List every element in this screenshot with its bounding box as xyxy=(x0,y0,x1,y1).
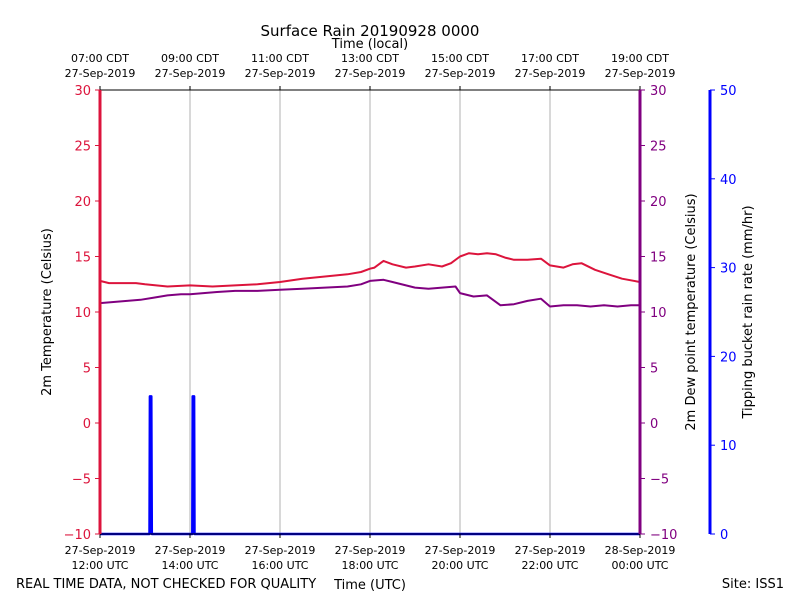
y-tick-label-temperature: 10 xyxy=(74,306,91,321)
footer-site-label: Site: ISS1 xyxy=(722,577,784,592)
x-tick-label-time: 00:00 UTC xyxy=(611,559,668,572)
top-axis-label: Time (local) xyxy=(331,37,408,52)
y-tick-label-dewpoint: 10 xyxy=(650,306,667,321)
x-tick-label-date: 27-Sep-2019 xyxy=(425,544,496,557)
y-tick-label-temperature: 20 xyxy=(74,195,91,210)
top-tick-label-date: 27-Sep-2019 xyxy=(335,67,406,80)
y-tick-label-dewpoint: 30 xyxy=(650,84,667,99)
x-tick-label-date: 27-Sep-2019 xyxy=(335,544,406,557)
top-tick-label-time: 19:00 CDT xyxy=(611,52,669,65)
top-tick-label-time: 17:00 CDT xyxy=(521,52,579,65)
x-tick-label-time: 14:00 UTC xyxy=(161,559,218,572)
x-axis-label: Time (UTC) xyxy=(333,578,406,593)
y-tick-label-rain: 20 xyxy=(720,350,737,365)
y-tick-label-temperature: −5 xyxy=(72,473,91,488)
top-tick-label-date: 27-Sep-2019 xyxy=(245,67,316,80)
y-axis-label-rain: Tipping bucket rain rate (mm/hr) xyxy=(741,205,756,419)
y-tick-label-temperature: 25 xyxy=(74,140,91,155)
y-tick-label-dewpoint: 0 xyxy=(650,417,658,432)
y-tick-label-rain: 0 xyxy=(720,528,728,543)
top-tick-label-date: 27-Sep-2019 xyxy=(515,67,586,80)
y-tick-label-temperature: 15 xyxy=(74,251,91,266)
x-tick-label-time: 16:00 UTC xyxy=(251,559,308,572)
y-axis-label-dewpoint: 2m Dew point temperature (Celsius) xyxy=(684,193,699,430)
y-tick-label-dewpoint: 25 xyxy=(650,140,667,155)
x-tick-label-time: 22:00 UTC xyxy=(521,559,578,572)
y-tick-label-dewpoint: 5 xyxy=(650,362,658,377)
footer-quality-note: REAL TIME DATA, NOT CHECKED FOR QUALITY xyxy=(16,577,316,592)
y-tick-label-temperature: 0 xyxy=(83,417,91,432)
top-tick-label-time: 13:00 CDT xyxy=(341,52,399,65)
y-tick-label-temperature: 30 xyxy=(74,84,91,99)
y-tick-label-rain: 30 xyxy=(720,262,737,277)
top-tick-label-time: 09:00 CDT xyxy=(161,52,219,65)
y-tick-label-rain: 10 xyxy=(720,439,737,454)
chart-title: Surface Rain 20190928 0000 xyxy=(261,22,480,40)
top-tick-label-time: 11:00 CDT xyxy=(251,52,309,65)
x-tick-label-date: 27-Sep-2019 xyxy=(155,544,226,557)
x-tick-label-time: 20:00 UTC xyxy=(431,559,488,572)
y-tick-label-dewpoint: −10 xyxy=(650,528,677,543)
gridlines xyxy=(99,90,641,534)
top-tick-label-time: 07:00 CDT xyxy=(71,52,129,65)
y-tick-label-rain: 50 xyxy=(720,84,737,99)
y-tick-label-temperature: −10 xyxy=(64,528,91,543)
series-line-dewpoint xyxy=(99,278,640,308)
y-tick-label-rain: 40 xyxy=(720,173,737,188)
y-tick-label-dewpoint: 15 xyxy=(650,251,667,266)
y-axis-label-temperature: 2m Temperature (Celsius) xyxy=(40,228,55,396)
series-line-temperature xyxy=(99,252,641,288)
top-tick-label-date: 27-Sep-2019 xyxy=(155,67,226,80)
top-tick-label-date: 27-Sep-2019 xyxy=(605,67,676,80)
x-tick-label-date: 27-Sep-2019 xyxy=(515,544,586,557)
top-tick-label-time: 15:00 CDT xyxy=(431,52,489,65)
x-tick-label-time: 12:00 UTC xyxy=(71,559,128,572)
x-tick-label-date: 27-Sep-2019 xyxy=(245,544,316,557)
x-tick-label-date: 28-Sep-2019 xyxy=(605,544,676,557)
y-tick-label-temperature: 5 xyxy=(83,362,91,377)
x-tick-label-time: 18:00 UTC xyxy=(341,559,398,572)
x-tick-label-date: 27-Sep-2019 xyxy=(65,544,136,557)
y-tick-label-dewpoint: −5 xyxy=(650,473,669,488)
top-tick-label-date: 27-Sep-2019 xyxy=(65,67,136,80)
top-tick-label-date: 27-Sep-2019 xyxy=(425,67,496,80)
y-tick-label-dewpoint: 20 xyxy=(650,195,667,210)
axes: 27-Sep-2019 12:00 UTC 07:00 CDT 27-Sep-2019… xyxy=(64,52,737,572)
